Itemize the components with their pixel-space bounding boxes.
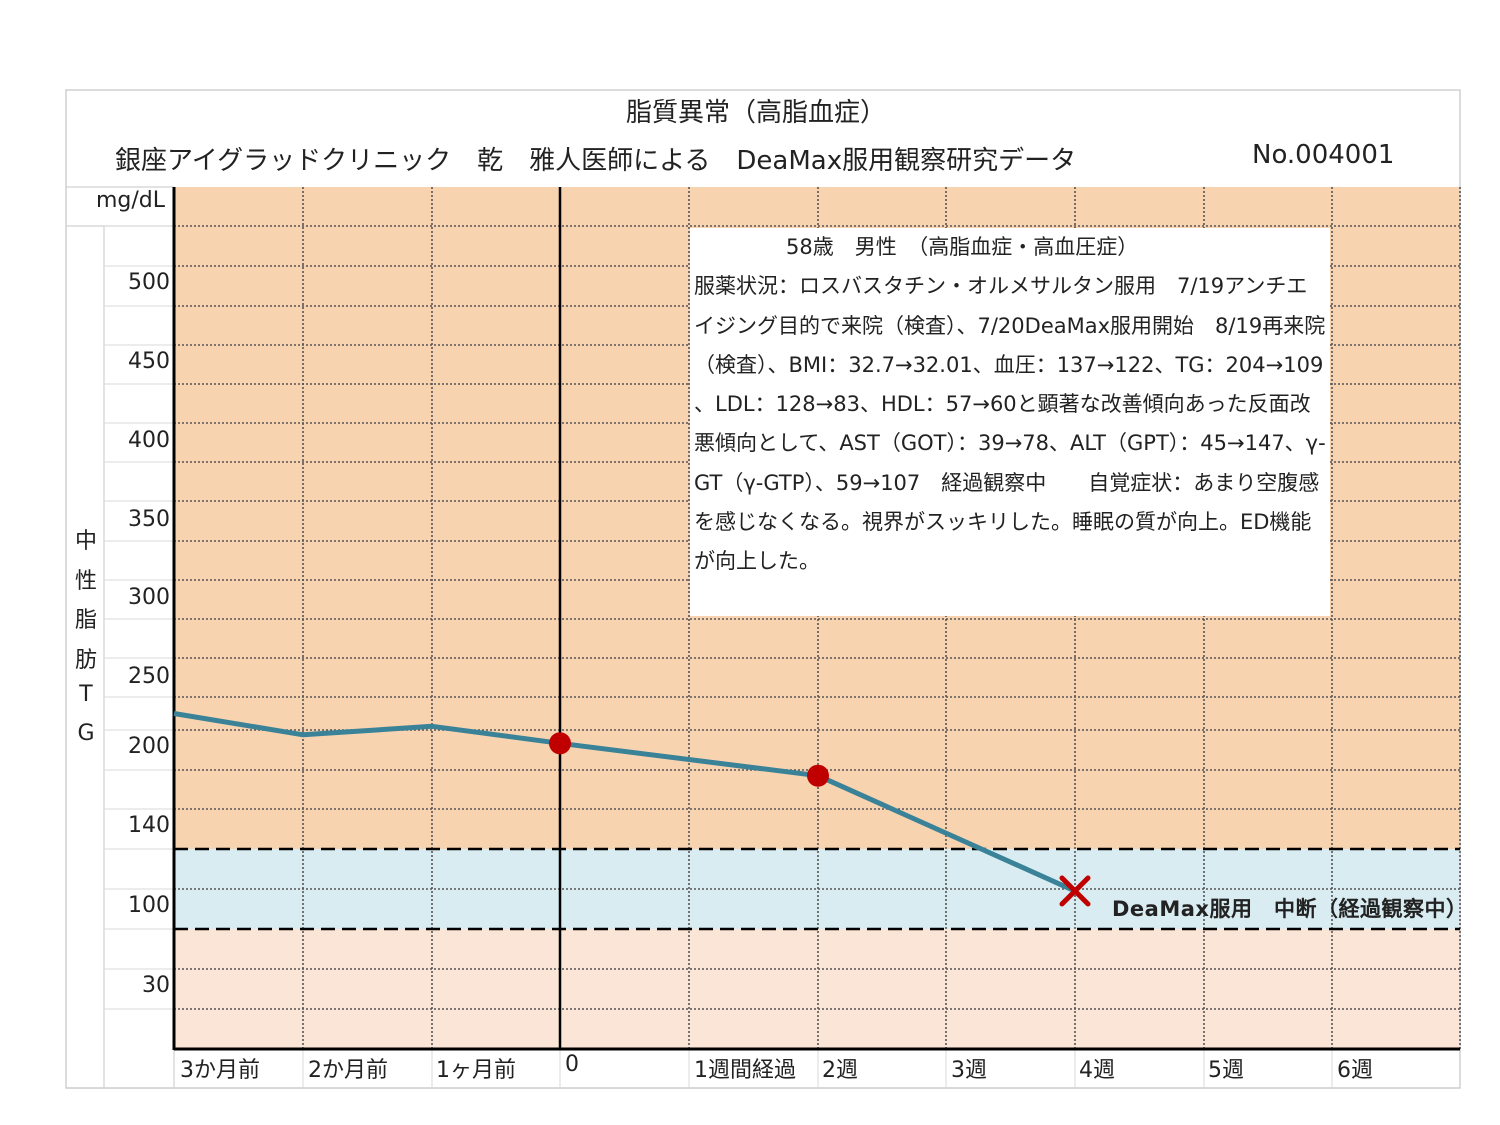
tg-stop-marker bbox=[1059, 875, 1091, 907]
y-unit-label: mg/dL bbox=[96, 188, 166, 213]
y-axis-title-char: 肪 bbox=[74, 648, 97, 673]
chart-title: 脂質異常（高脂血症） bbox=[625, 98, 886, 128]
tg-data-point bbox=[549, 732, 571, 755]
x-tick-label: 3週 bbox=[951, 1058, 987, 1083]
y-tick-label: 500 bbox=[128, 270, 170, 295]
y-tick-label: 400 bbox=[128, 428, 170, 453]
y-tick-label: 140 bbox=[128, 813, 170, 838]
x-tick-label: 2か月前 bbox=[308, 1058, 388, 1083]
y-tick-label: 100 bbox=[128, 893, 170, 918]
x-tick-label: 6週 bbox=[1337, 1058, 1373, 1083]
patient-info-box: 58歳 男性 （高脂血症・高血圧症） 服薬状況：ロスバスタチン・オルメサルタン服… bbox=[690, 228, 1330, 616]
x-tick-label: 0 bbox=[565, 1052, 579, 1077]
x-tick-label: 3か月前 bbox=[180, 1058, 260, 1083]
x-tick-label: 1週間経過 bbox=[694, 1058, 796, 1083]
report-number: No.004001 bbox=[1252, 140, 1395, 170]
chart-subtitle: 銀座アイグラッドクリニック 乾 雅人医師による DeaMax服用観察研究データ bbox=[115, 146, 1077, 176]
x-tick-label: 1ヶ月前 bbox=[436, 1058, 516, 1083]
y-axis-title-char: T bbox=[79, 682, 93, 707]
y-tick-label: 300 bbox=[128, 585, 170, 610]
y-tick-label: 450 bbox=[128, 349, 170, 374]
series-tg bbox=[173, 711, 1091, 907]
cross-stroke bbox=[1059, 875, 1091, 907]
y-axis-title-char: 性 bbox=[74, 569, 97, 594]
y-tick-label: 30 bbox=[142, 973, 170, 998]
x-tick-label: 5週 bbox=[1208, 1058, 1244, 1083]
patient-info-text: 服薬状況：ロスバスタチン・オルメサルタン服用 7/19アンチエイジング目的で来院… bbox=[694, 274, 1326, 574]
y-tick-label: 250 bbox=[128, 664, 170, 689]
x-tick-label: 4週 bbox=[1079, 1058, 1115, 1083]
low-zone bbox=[174, 929, 1460, 1049]
chart-frame bbox=[65, 89, 1461, 1089]
patient-info-heading: 58歳 男性 （高脂血症・高血圧症） bbox=[786, 235, 1139, 259]
tg-series-line bbox=[173, 711, 1077, 894]
y-axis-title-char: 中 bbox=[74, 529, 97, 554]
x-tick-label: 2週 bbox=[822, 1058, 858, 1083]
discontinued-annotation: DeaMax服用 中断（経過観察中） bbox=[1112, 897, 1468, 921]
y-axis-title-char: 脂 bbox=[74, 608, 97, 633]
normal-range-zone bbox=[174, 849, 1460, 929]
y-axis-title-char: G bbox=[77, 721, 95, 746]
tg-data-point bbox=[807, 764, 829, 787]
y-tick-label: 350 bbox=[128, 507, 170, 532]
y-tick-label: 200 bbox=[128, 734, 170, 759]
